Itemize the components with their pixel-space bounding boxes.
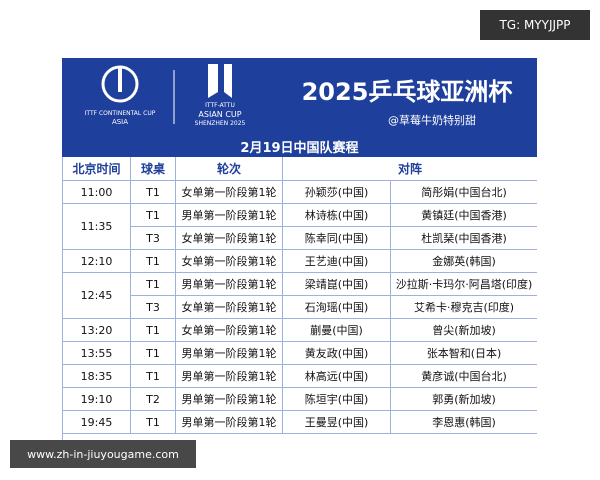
player-cell: 王曼昱(中国) bbox=[283, 411, 391, 434]
time-cell: 11:35 bbox=[63, 204, 131, 250]
table-cell: T1 bbox=[131, 181, 176, 204]
player-cell: 林高远(中国) bbox=[283, 365, 391, 388]
column-header: 球桌 bbox=[131, 157, 176, 181]
player-cell: 黄友政(中国) bbox=[283, 342, 391, 365]
column-header: 轮次 bbox=[176, 157, 283, 181]
logo-stem bbox=[118, 66, 122, 92]
logo-left-line2: ASIA bbox=[111, 118, 129, 126]
table-cell: T1 bbox=[131, 365, 176, 388]
round-cell: 男单第一阶段第1轮 bbox=[176, 273, 283, 296]
player-cell: 孙颖莎(中国) bbox=[283, 181, 391, 204]
header-graphics bbox=[101, 64, 232, 124]
player-cell: 陈幸同(中国) bbox=[283, 227, 391, 250]
table-cell: T3 bbox=[131, 296, 176, 319]
round-cell: 男单第一阶段第1轮 bbox=[176, 365, 283, 388]
round-cell: 女单第一阶段第1轮 bbox=[176, 319, 283, 342]
table-cell: T1 bbox=[131, 273, 176, 296]
time-cell: 19:45 bbox=[63, 411, 131, 434]
time-cell: 19:10 bbox=[63, 388, 131, 411]
watermark: www.zh-in-jiuyougame.com bbox=[10, 440, 196, 468]
player-cell: 石洵瑶(中国) bbox=[283, 296, 391, 319]
round-cell: 男单第一阶段第1轮 bbox=[176, 411, 283, 434]
title: 2025乒乓球亚洲杯 bbox=[301, 78, 513, 106]
player-cell: 陈垣宇(中国) bbox=[283, 388, 391, 411]
table-cell: T3 bbox=[131, 227, 176, 250]
player-cell: 金娜英(韩国) bbox=[391, 250, 537, 273]
round-cell: 男单第一阶段第1轮 bbox=[176, 342, 283, 365]
subtitle: 2月19日中国队赛程 bbox=[62, 136, 537, 157]
table-cell: T1 bbox=[131, 319, 176, 342]
table-cell: T1 bbox=[131, 250, 176, 273]
author: @草莓牛奶特别甜 bbox=[388, 114, 476, 127]
time-cell: 12:45 bbox=[63, 273, 131, 319]
player-cell: 黄彦诚(中国台北) bbox=[391, 365, 537, 388]
column-header: 对阵 bbox=[283, 157, 537, 181]
logo-left-line1: ITTF CONTINENTAL CUP bbox=[84, 110, 156, 117]
table-cell: T1 bbox=[131, 411, 176, 434]
player-cell: 沙拉斯·卡玛尔·阿昌塔(印度) bbox=[391, 273, 537, 296]
time-cell: 13:20 bbox=[63, 319, 131, 342]
logo-right-line1: ITTF-ATTU bbox=[205, 102, 235, 109]
table-cell: T2 bbox=[131, 388, 176, 411]
player-cell: 张本智和(日本) bbox=[391, 342, 537, 365]
round-cell: 女单第一阶段第1轮 bbox=[176, 227, 283, 250]
table-cell: T1 bbox=[131, 204, 176, 227]
player-cell: 梁靖崑(中国) bbox=[283, 273, 391, 296]
column-header: 北京时间 bbox=[63, 157, 131, 181]
schedule-table: 北京时间 球桌 轮次 对阵 11:00 T1 女单第一阶段第1轮 孙颖莎(中国) 简彤娟(中国台… bbox=[62, 157, 537, 440]
round-cell: 女单第一阶段第1轮 bbox=[176, 250, 283, 273]
player-cell: 王艺迪(中国) bbox=[283, 250, 391, 273]
logo-right-line3: SHENZHEN 2025 bbox=[194, 120, 246, 127]
time-cell: 13:55 bbox=[63, 342, 131, 365]
player-cell: 林诗栋(中国) bbox=[283, 204, 391, 227]
time-cell: 11:00 bbox=[63, 181, 131, 204]
player-cell: 简彤娟(中国台北) bbox=[391, 181, 537, 204]
logo-mark bbox=[224, 64, 232, 98]
round-cell: 女单第一阶段第1轮 bbox=[176, 181, 283, 204]
round-cell: 男单第一阶段第1轮 bbox=[176, 388, 283, 411]
time-cell: 12:10 bbox=[63, 250, 131, 273]
logo-right-line2: ASIAN CUP bbox=[198, 110, 242, 119]
table-cell: T1 bbox=[131, 342, 176, 365]
player-cell: 黄镇廷(中国香港) bbox=[391, 204, 537, 227]
badge: TG: MYYJJPP bbox=[480, 10, 590, 40]
logo-mark bbox=[208, 64, 218, 98]
header: ITTF CONTINENTAL CUP ASIA ITTF-ATTU ASIA… bbox=[62, 58, 537, 136]
player-cell: 蒯曼(中国) bbox=[283, 319, 391, 342]
player-cell: 艾希卡·穆克吉(印度) bbox=[391, 296, 537, 319]
player-cell: 杜凯琹(中国香港) bbox=[391, 227, 537, 250]
time-cell: 18:35 bbox=[63, 365, 131, 388]
player-cell: 曾尖(新加坡) bbox=[391, 319, 537, 342]
player-cell: 郭勇(新加坡) bbox=[391, 388, 537, 411]
player-cell: 李恩惠(韩国) bbox=[391, 411, 537, 434]
round-cell: 男单第一阶段第1轮 bbox=[176, 204, 283, 227]
round-cell: 女单第一阶段第1轮 bbox=[176, 296, 283, 319]
